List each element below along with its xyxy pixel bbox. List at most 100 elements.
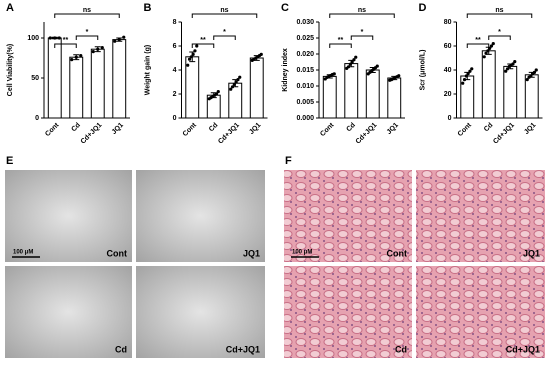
data-point [57, 36, 61, 40]
x-tick-label: Cd+JQ1 [217, 122, 241, 146]
bar [249, 57, 264, 119]
data-point [489, 44, 494, 48]
data-point [464, 74, 468, 78]
data-point [229, 87, 233, 91]
data-point [332, 72, 336, 76]
data-point [187, 57, 192, 61]
data-point [186, 63, 190, 67]
x-tick-label: Cont [319, 121, 336, 138]
x-tick-label: Cont [182, 121, 199, 138]
data-point [525, 78, 529, 82]
image [5, 266, 132, 358]
y-tick-label: 20 [444, 91, 452, 98]
significance-bracket [191, 43, 215, 48]
data-point [234, 80, 238, 84]
significance-label: * [498, 29, 501, 36]
data-point [482, 55, 486, 59]
y-tick-label: 0 [173, 115, 177, 122]
y-tick-label: 8 [173, 19, 177, 26]
panel-label: B [144, 2, 152, 14]
y-tick-label: 80 [444, 19, 452, 26]
significance-bracket [488, 35, 511, 40]
x-tick-label: JQ1 [523, 122, 537, 136]
data-point [532, 70, 537, 74]
y-tick-label: 0 [35, 115, 39, 122]
significance-bracket [54, 13, 120, 18]
y-tick-label: 0.000 [296, 115, 314, 122]
x-tick-label: Cd [483, 122, 495, 134]
significance-bracket [54, 43, 77, 48]
panel-label: A [6, 2, 14, 14]
data-point [511, 62, 515, 66]
y-axis-label: Kidney index [282, 48, 289, 92]
panel-label: D [419, 2, 427, 14]
data-point [117, 38, 121, 42]
significance-bracket [329, 43, 352, 48]
x-tick-label: Cd+JQ1 [80, 122, 104, 146]
y-tick-label: 0.010 [296, 83, 314, 90]
data-point [216, 90, 220, 94]
significance-label: ** [475, 37, 481, 44]
significance-bracket [350, 35, 374, 40]
significance-label: * [223, 29, 226, 36]
panel-label: C [281, 2, 289, 14]
panel-e-images [5, 170, 265, 358]
y-tick-label: 0.025 [296, 35, 314, 42]
image [136, 170, 265, 262]
data-point [259, 52, 263, 57]
image-label: Cd [395, 344, 407, 354]
data-point [70, 58, 74, 62]
bar [344, 63, 359, 119]
data-point [191, 52, 195, 57]
data-point [122, 35, 126, 39]
panel-f-images [284, 170, 545, 358]
y-axis-label: Cell Viability(%) [7, 44, 14, 96]
image-label: Cont [107, 248, 128, 258]
data-point [193, 49, 197, 53]
data-point [486, 49, 490, 53]
significance-label: * [361, 29, 364, 36]
x-tick-label: Cont [457, 121, 474, 138]
data-point [236, 78, 240, 82]
data-point [529, 74, 533, 78]
x-tick-label: JQ1 [111, 122, 125, 136]
y-tick-label: 50 [31, 75, 39, 82]
data-point [484, 51, 488, 55]
bar [365, 69, 380, 119]
y-tick-label: 0.005 [296, 99, 314, 106]
y-tick-label: 2 [173, 91, 177, 98]
data-point [53, 36, 57, 40]
data-point [74, 55, 78, 59]
data-point [232, 82, 236, 86]
data-point [397, 74, 401, 78]
significance-label: ns [358, 7, 366, 14]
y-tick-label: 0.030 [296, 19, 314, 26]
data-point [462, 78, 467, 82]
data-point [348, 62, 352, 66]
data-point [466, 72, 470, 76]
scale-bar-label: 100 μM [13, 250, 33, 256]
significance-bracket [466, 13, 533, 18]
data-point [461, 81, 465, 85]
x-tick-label: Cd [208, 122, 220, 134]
data-point [238, 75, 242, 79]
bar [387, 77, 402, 119]
bar [112, 39, 127, 119]
image-label: Cd+JQ1 [506, 344, 540, 354]
data-point [230, 85, 235, 89]
y-tick-label: 6 [173, 43, 177, 50]
significance-label: ** [338, 37, 344, 44]
image-label: Cd [115, 344, 127, 354]
x-tick-label: Cd+JQ1 [355, 122, 379, 146]
image [284, 170, 412, 262]
bar [503, 65, 518, 119]
x-tick-label: Cd+JQ1 [492, 122, 516, 146]
image [136, 266, 265, 358]
data-point [491, 42, 495, 46]
bar [322, 75, 337, 119]
y-tick-label: 0.020 [296, 51, 314, 58]
y-tick-label: 40 [444, 67, 452, 74]
image-label: JQ1 [523, 248, 540, 258]
bar [47, 37, 62, 119]
